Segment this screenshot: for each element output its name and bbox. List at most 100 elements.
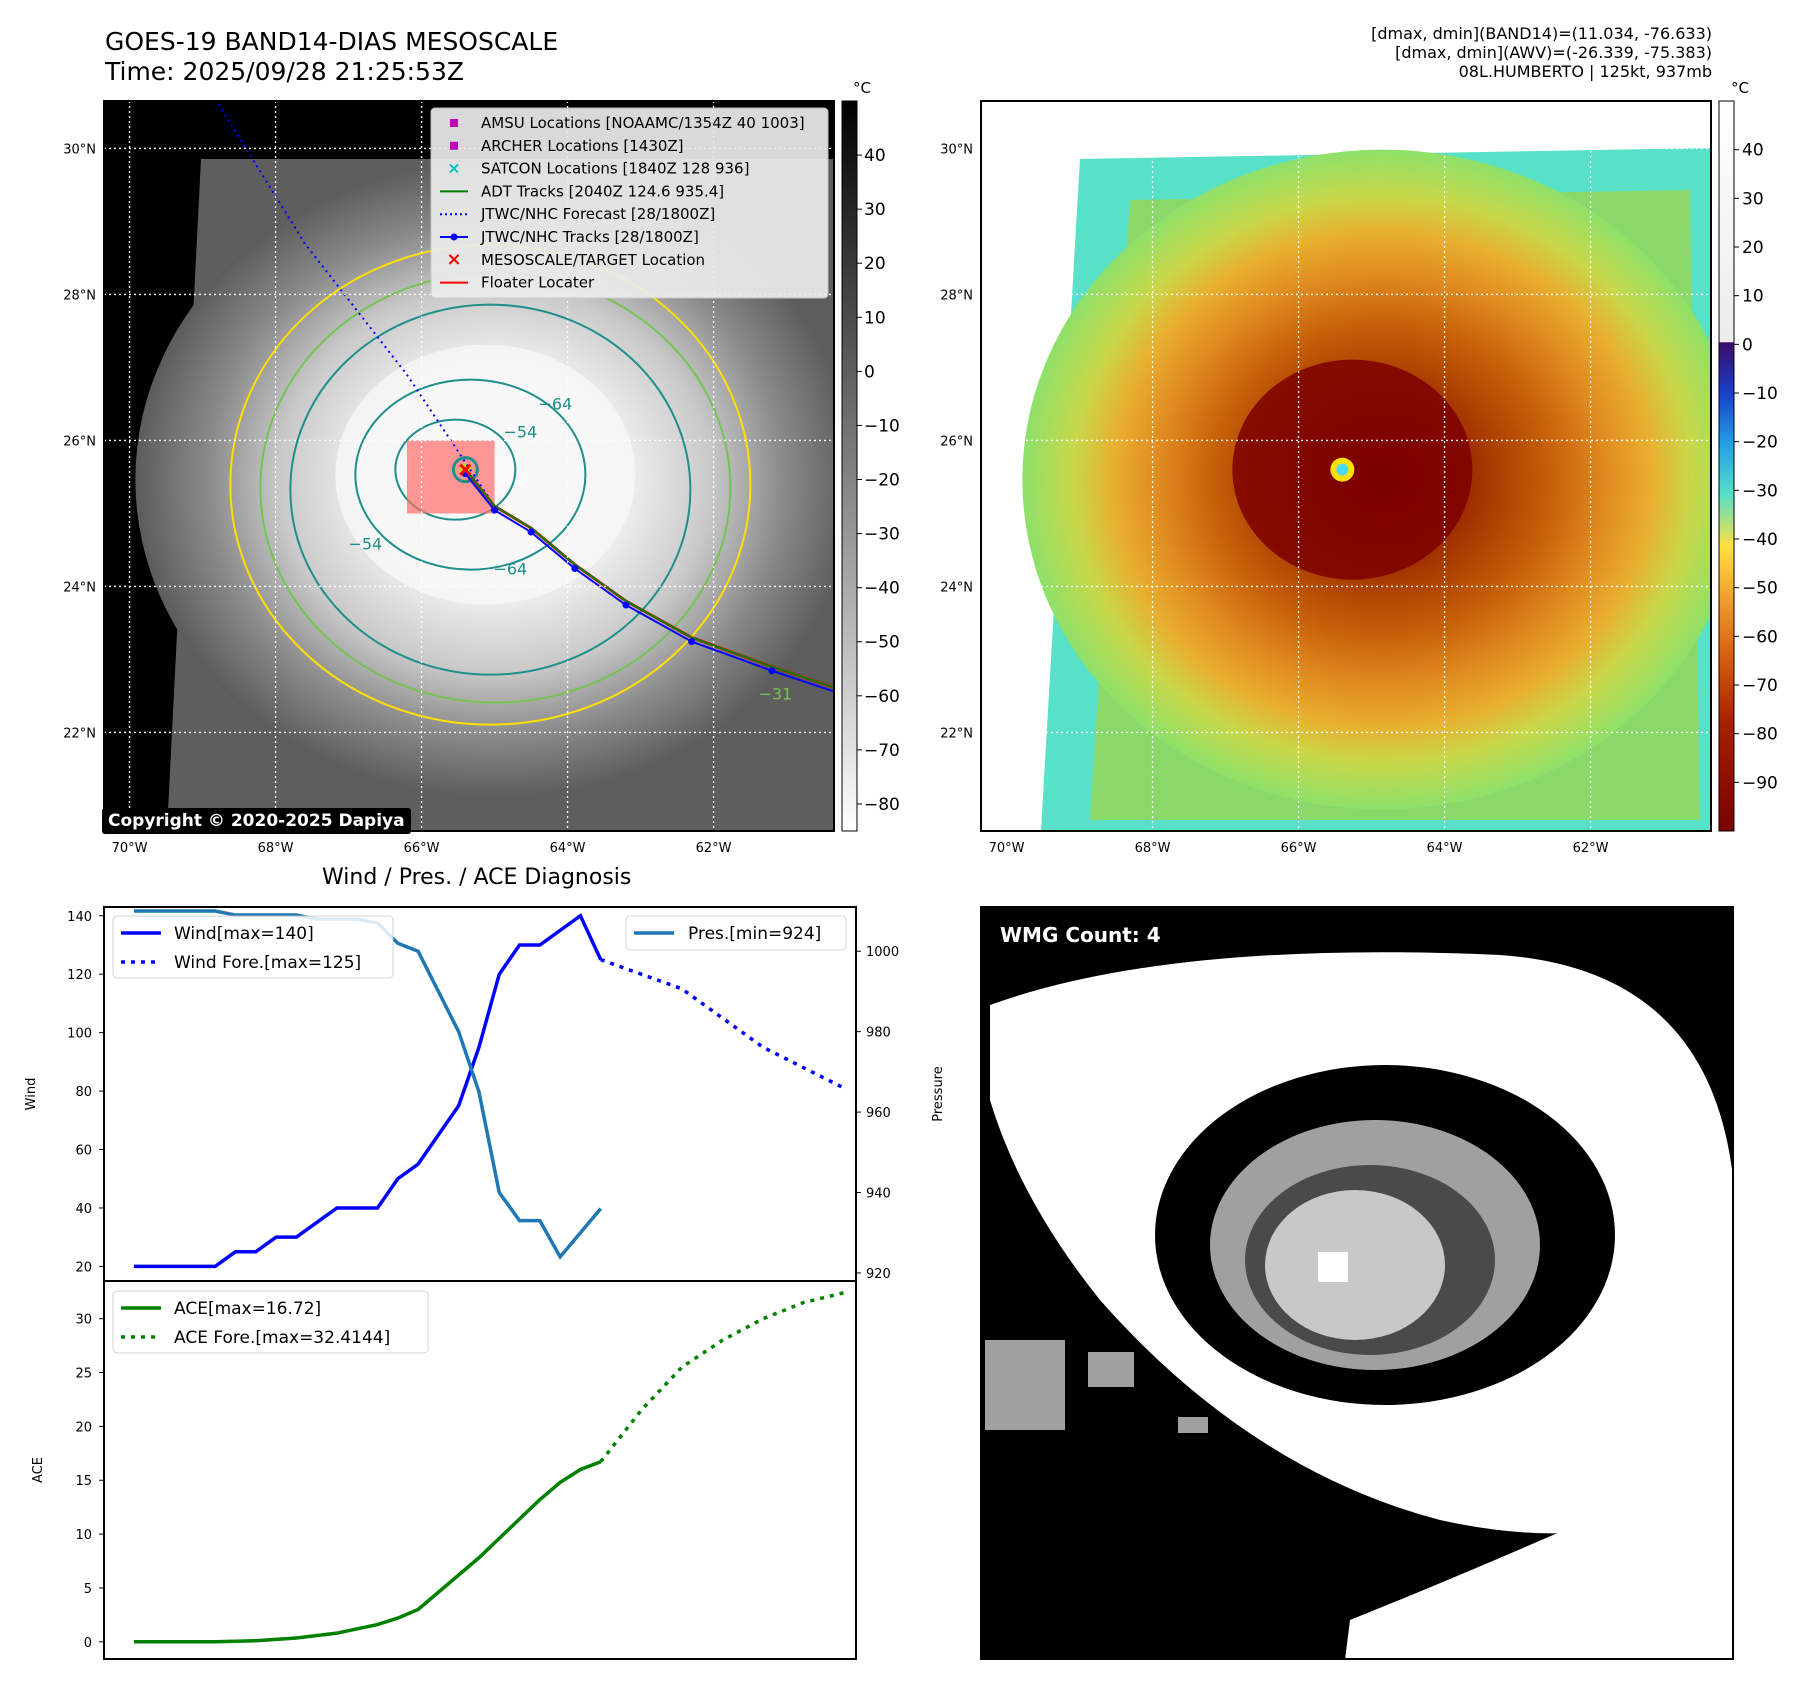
colorbar-tick-label: −60: [1742, 627, 1778, 647]
wmg-white-corner: [1345, 1470, 1733, 1659]
wmg-gray-patch: [1178, 1417, 1208, 1433]
ace-y-tick-label: 10: [75, 1528, 92, 1543]
lat-tick-label: 24°N: [63, 580, 96, 595]
ace-y-tick-label: 15: [75, 1474, 92, 1489]
figure-info: [dmax, dmin](BAND14)=(11.034, -76.633) […: [1371, 24, 1712, 81]
lat-tick-label: 30°N: [63, 142, 96, 157]
pressure-y-tick-label: 1000: [866, 945, 899, 960]
lat-tick-label: 26°N: [940, 434, 973, 449]
colorbar-tick-label: −80: [864, 795, 900, 815]
contour-label: −54: [348, 535, 382, 554]
colorbar-tick-label: −20: [1742, 433, 1778, 453]
jtwc-track-point: [688, 638, 696, 646]
pressure-axis-label: Pressure: [931, 1066, 946, 1122]
colorbar-tick-label: 20: [864, 254, 886, 274]
colorbar-tick-label: −10: [1742, 384, 1778, 404]
map-right-frame: [980, 100, 1712, 832]
title-line-2: Time: 2025/09/28 21:25:53Z: [105, 57, 464, 86]
ace-legend-label: ACE[max=16.72]: [174, 1299, 321, 1319]
jtwc-track-point: [527, 528, 535, 536]
colorbar-gray: [841, 100, 858, 832]
colorbar-tick-label: 0: [864, 362, 875, 382]
lat-tick-label: 28°N: [63, 288, 96, 303]
target-marker: [459, 463, 472, 476]
figure-title: GOES-19 BAND14-DIAS MESOSCALE Time: 2025…: [105, 27, 558, 87]
colorbar-tick-label: −10: [864, 416, 900, 436]
contour-label: −54: [503, 423, 537, 442]
ace-forecast-legend-label: ACE Fore.[max=32.4144]: [174, 1328, 390, 1348]
lat-tick-label: 30°N: [940, 142, 973, 157]
diagnosis-title: Wind / Pres. / ACE Diagnosis: [322, 865, 632, 890]
wind-forecast-legend-label: Wind Fore.[max=125]: [174, 953, 361, 973]
colorbar-tick-label: 40: [1742, 141, 1764, 161]
ace-axis-label: ACE: [31, 1457, 46, 1483]
ace-y-tick-label: 5: [84, 1582, 92, 1597]
lon-tick-label: 62°W: [1573, 841, 1609, 856]
legend-swatch-x: ×: [446, 249, 461, 270]
legend-label-amsu: AMSU Locations [NOAAMC/1354Z 40 1003]: [481, 114, 805, 132]
wind-y-tick-label: 20: [75, 1260, 92, 1275]
pressure-legend-label: Pres.[min=924]: [688, 924, 821, 944]
lon-tick-label: 64°W: [1427, 841, 1463, 856]
legend-label-satcon: SATCON Locations [1840Z 128 936]: [481, 160, 749, 178]
series-line-0: [134, 913, 603, 1269]
title-line-1: GOES-19 BAND14-DIAS MESOSCALE: [105, 27, 559, 56]
wind-y-tick-label: 80: [75, 1085, 92, 1100]
legend-swatch-square: [450, 119, 458, 127]
ace-y-tick-label: 0: [84, 1636, 92, 1651]
wmg-count-label: WMG Count: 4: [991, 918, 1170, 952]
lon-tick-label: 70°W: [989, 841, 1025, 856]
contour-teal-inner: [354, 378, 587, 571]
wmg-eye: [1318, 1252, 1348, 1282]
legend-swatch-point: [450, 233, 458, 241]
lat-tick-label: 22°N: [63, 726, 96, 741]
contour-label: −64: [493, 560, 527, 579]
legend-label-forecast: JTWC/NHC Forecast [28/1800Z]: [480, 205, 715, 223]
colorbar-color: [1718, 100, 1735, 832]
colorbar-tick-label: −50: [1742, 579, 1778, 599]
adt-track-line: [464, 469, 834, 689]
info-awv: [dmax, dmin](AWV)=(-26.339, -75.383): [1395, 43, 1712, 62]
info-storm: 08L.HUMBERTO | 125kt, 937mb: [1458, 62, 1712, 81]
wind-legend-box: [112, 915, 394, 979]
wind-y-tick-label: 140: [67, 910, 92, 925]
colorbar-tick-label: 0: [1742, 335, 1753, 355]
jtwc-track-point: [768, 667, 776, 675]
lon-tick-label: 70°W: [112, 841, 148, 856]
legend-label-floater: Floater Locater: [481, 274, 595, 292]
contour-teal-core: [394, 418, 517, 521]
contour-label: −31: [758, 685, 792, 704]
legend-label-target: MESOSCALE/TARGET Location: [481, 251, 705, 269]
ace-y-tick-label: 20: [75, 1420, 92, 1435]
colorbar-tick-label: −90: [1742, 773, 1778, 793]
colorbar-tick-label: −30: [864, 525, 900, 545]
map-right-layer: [981, 101, 1711, 831]
legend-swatch-square: [450, 141, 458, 150]
colorbar-unit: °C: [853, 79, 871, 97]
lat-tick-label: 28°N: [940, 288, 973, 303]
legend-label-archer: ARCHER Locations [1430Z]: [481, 137, 684, 155]
ace-y-tick-label: 30: [75, 1313, 92, 1328]
colorbar-tick-label: −40: [1742, 530, 1778, 550]
colorbar-tick-label: −70: [864, 741, 900, 761]
lon-tick-label: 66°W: [404, 841, 440, 856]
colorbar-tick-label: −60: [864, 687, 900, 707]
colorbar-tick-label: −30: [1742, 481, 1778, 501]
colorbar-tick-label: 30: [864, 200, 886, 220]
wind-y-tick-label: 40: [75, 1202, 92, 1217]
colorbar-tick-label: −50: [864, 633, 900, 653]
pressure-legend-box: [625, 915, 847, 951]
wind-axis-label: Wind: [24, 1078, 39, 1111]
lon-tick-label: 66°W: [1281, 841, 1317, 856]
copyright-label: Copyright © 2020-2025 Dapiya: [102, 808, 411, 834]
lat-tick-label: 24°N: [940, 580, 973, 595]
wmg-frame: [980, 906, 1734, 1660]
jtwc-track-point: [491, 506, 499, 514]
wmg-layer: [981, 907, 1733, 1659]
map-left-frame: [103, 100, 835, 832]
pressure-y-tick-label: 980: [866, 1026, 891, 1041]
colorbar-tick-label: 20: [1742, 238, 1764, 258]
colorbar-tick-label: −40: [864, 579, 900, 599]
lon-tick-label: 68°W: [1135, 841, 1171, 856]
